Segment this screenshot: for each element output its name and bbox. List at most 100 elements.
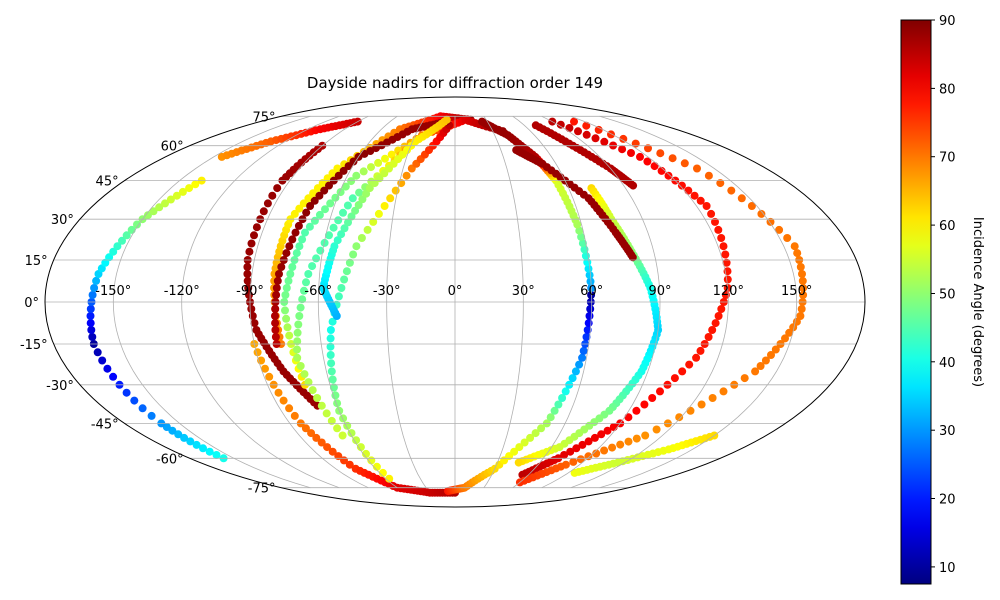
data-point (565, 124, 574, 132)
data-point (296, 362, 305, 370)
data-point (305, 222, 314, 231)
data-point (247, 239, 256, 248)
data-point (624, 413, 633, 422)
data-point (86, 312, 95, 320)
data-point (643, 157, 652, 166)
data-point (294, 320, 303, 329)
data-point (789, 323, 798, 332)
data-point (105, 253, 114, 262)
data-point (298, 295, 307, 304)
data-point (339, 166, 348, 175)
data-point (320, 186, 329, 195)
data-point (608, 443, 617, 452)
data-point (708, 326, 717, 334)
data-point (571, 367, 580, 376)
data-point (290, 209, 299, 218)
data-point (478, 117, 486, 126)
data-point (343, 201, 352, 210)
data-point (561, 387, 570, 396)
data-point (558, 394, 567, 402)
data-point (259, 207, 268, 216)
x-tick-label: 30° (512, 284, 535, 299)
data-point (252, 223, 261, 232)
data-point (584, 264, 593, 273)
x-tick-label: 60° (580, 284, 603, 299)
data-point (279, 396, 288, 405)
data-point (719, 387, 728, 396)
y-tick-label: -60° (156, 452, 184, 467)
colorbar-tick-label: 80 (939, 82, 956, 97)
data-point (374, 158, 383, 167)
data-point (374, 209, 383, 218)
data-point (586, 277, 595, 286)
x-tick-label: 120° (713, 284, 744, 299)
data-point (716, 179, 725, 188)
data-point (628, 253, 637, 262)
data-point (641, 431, 650, 440)
x-tick-label: -60° (304, 284, 332, 299)
data-point (327, 359, 336, 368)
data-point (315, 210, 324, 219)
data-point (616, 440, 625, 449)
data-point (680, 159, 689, 168)
data-point (178, 187, 187, 196)
data-point (293, 328, 302, 337)
data-point (696, 196, 705, 205)
data-point (363, 225, 372, 234)
data-point (130, 396, 139, 405)
data-point (283, 323, 292, 332)
data-point (307, 429, 316, 438)
data-point (337, 284, 346, 292)
data-point (161, 199, 169, 208)
data-point (122, 388, 131, 397)
data-point (747, 202, 756, 210)
data-point (93, 348, 102, 357)
data-point (282, 249, 291, 258)
data-point (576, 455, 585, 464)
data-point (578, 353, 587, 362)
data-point (578, 239, 587, 248)
data-point (326, 342, 335, 351)
data-point (675, 413, 684, 422)
data-point (300, 286, 308, 295)
data-point (320, 238, 329, 247)
data-point (600, 446, 609, 455)
data-point (785, 328, 794, 337)
data-point (313, 184, 322, 193)
data-point (103, 364, 112, 373)
data-point (87, 326, 96, 334)
data-point (333, 164, 342, 173)
data-point (113, 242, 122, 251)
data-point (272, 284, 281, 292)
data-point (719, 242, 728, 251)
data-point (310, 196, 319, 205)
data-point (329, 383, 338, 392)
data-point (704, 333, 713, 341)
data-point (323, 174, 332, 183)
data-point (402, 171, 411, 180)
data-point (717, 234, 726, 242)
data-point (510, 447, 519, 456)
data-point (756, 362, 765, 370)
x-tick-label: -30° (373, 284, 401, 299)
data-point (592, 449, 601, 458)
data-point (632, 434, 641, 443)
data-point (285, 331, 294, 340)
data-point (265, 372, 274, 381)
data-point (585, 271, 594, 280)
data-point (526, 433, 535, 442)
data-point (88, 333, 97, 341)
data-point (644, 144, 652, 153)
data-point (570, 117, 578, 126)
colorbar-gradient (900, 19, 932, 585)
data-point (678, 367, 687, 376)
data-point (537, 424, 546, 433)
data-point (295, 242, 304, 251)
data-point (531, 429, 540, 438)
data-point (442, 115, 451, 124)
data-point (330, 242, 339, 251)
colorbar-tick-label: 10 (939, 561, 956, 576)
data-point (299, 199, 308, 208)
data-point (640, 400, 649, 409)
data-point (286, 270, 295, 278)
